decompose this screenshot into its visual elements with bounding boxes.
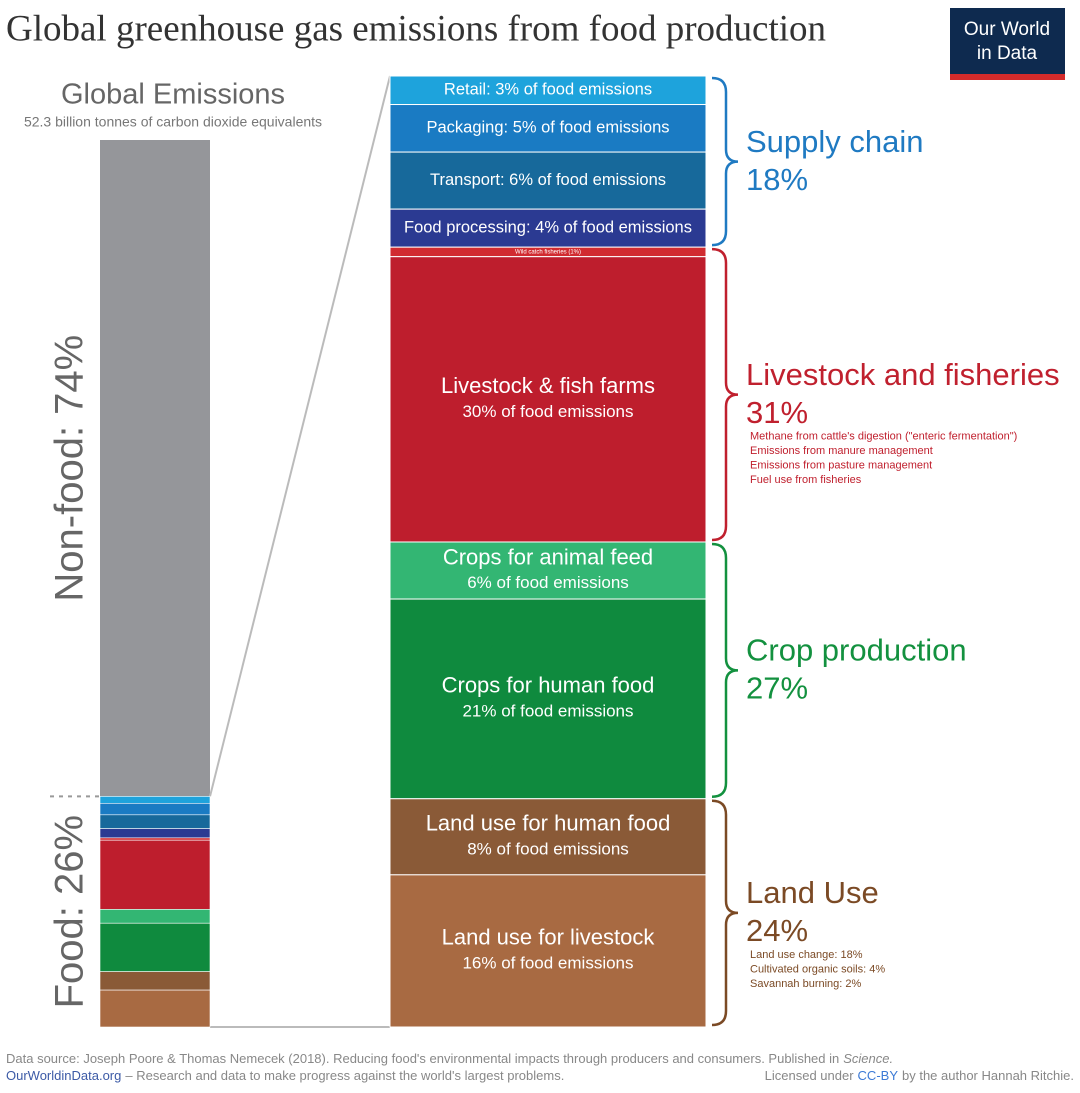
group-note: Cultivated organic soils: 4% — [750, 963, 885, 975]
segment-label: Packaging: 5% of food emissions — [426, 119, 669, 137]
segment-label: Livestock & fish farms — [441, 373, 655, 398]
site-link[interactable]: OurWorldinData.org — [6, 1068, 122, 1083]
left-title: Global Emissions — [61, 79, 285, 111]
group-share: 24% — [746, 913, 808, 948]
food-segment — [99, 814, 211, 829]
food-segment — [99, 837, 211, 841]
segment — [389, 208, 707, 248]
segment-label: Retail: 3% of food emissions — [444, 81, 652, 99]
bar-segment — [100, 140, 210, 797]
food-segment — [99, 839, 211, 910]
segment-label: Food processing: 4% of food emissions — [404, 219, 692, 237]
brace — [711, 799, 739, 1027]
segment-detail: 8% of food emissions — [467, 839, 629, 858]
food-segment — [99, 909, 211, 924]
segment — [389, 598, 707, 800]
segment-label: Wild catch fisheries (1%) — [515, 250, 581, 256]
segment-detail: 30% of food emissions — [462, 402, 633, 421]
brace — [711, 542, 739, 799]
logo-text: Our World — [964, 19, 1050, 40]
group-share: 18% — [746, 162, 808, 197]
group-name: Land Use — [746, 875, 879, 910]
license-prefix: Licensed under — [764, 1068, 854, 1083]
segment-detail: 21% of food emissions — [462, 701, 633, 720]
segment-detail: 6% of food emissions — [467, 573, 629, 592]
group-note: Savannah burning: 2% — [750, 978, 862, 990]
group-name: Supply chain — [746, 124, 924, 159]
segment-label: Crops for animal feed — [443, 544, 653, 569]
group-note: Emissions from manure management — [750, 445, 933, 457]
segment — [389, 104, 707, 153]
segment — [389, 798, 707, 876]
license-link[interactable]: CC-BY — [857, 1068, 898, 1083]
group-name: Livestock and fisheries — [746, 357, 1060, 392]
food-segment — [99, 989, 211, 1028]
segment-label: Transport: 6% of food emissions — [430, 171, 666, 189]
group-note: Emissions from pasture management — [750, 459, 932, 471]
license-suffix: by the author Hannah Ritchie. — [902, 1068, 1074, 1083]
brace — [711, 247, 739, 542]
group-name: Crop production — [746, 633, 967, 668]
source-journal: Science. — [843, 1051, 894, 1066]
segment — [389, 874, 707, 1028]
segment-label: Crops for human food — [442, 673, 655, 698]
group-share: 31% — [746, 395, 808, 430]
source: Data source: Joseph Poore & Thomas Nemec… — [6, 1051, 840, 1066]
chart-title: Global greenhouse gas emissions from foo… — [6, 8, 826, 49]
logo-bar — [950, 74, 1065, 80]
group-share: 27% — [746, 671, 808, 706]
share-label: Food: 26% — [48, 815, 92, 1008]
segment-label: Land use for livestock — [442, 925, 656, 950]
segment — [389, 541, 707, 600]
share-label: Non-food: 74% — [48, 335, 92, 602]
group-note: Fuel use from fisheries — [750, 474, 862, 486]
zoom-line — [209, 75, 391, 797]
tagline: – Research and data to make progress aga… — [125, 1068, 565, 1083]
group-note: Land use change: 18% — [750, 949, 863, 961]
segment — [389, 256, 707, 543]
food-segment — [99, 922, 211, 972]
food-segment — [99, 971, 211, 991]
segment-detail: 16% of food emissions — [462, 953, 633, 972]
food-segment — [99, 828, 211, 839]
food-segment — [99, 802, 211, 816]
logo-text: in Data — [977, 43, 1038, 64]
food-segment — [99, 796, 211, 804]
brace — [711, 76, 739, 247]
left-subtitle: 52.3 billion tonnes of carbon dioxide eq… — [24, 114, 322, 130]
logo — [950, 8, 1065, 74]
segment-label: Land use for human food — [426, 811, 671, 836]
chart: Global greenhouse gas emissions from foo… — [6, 8, 1065, 1028]
group-note: Methane from cattle's digestion ("enteri… — [750, 430, 1017, 442]
footer: Data source: Joseph Poore & Thomas Nemec… — [6, 1050, 1074, 1084]
